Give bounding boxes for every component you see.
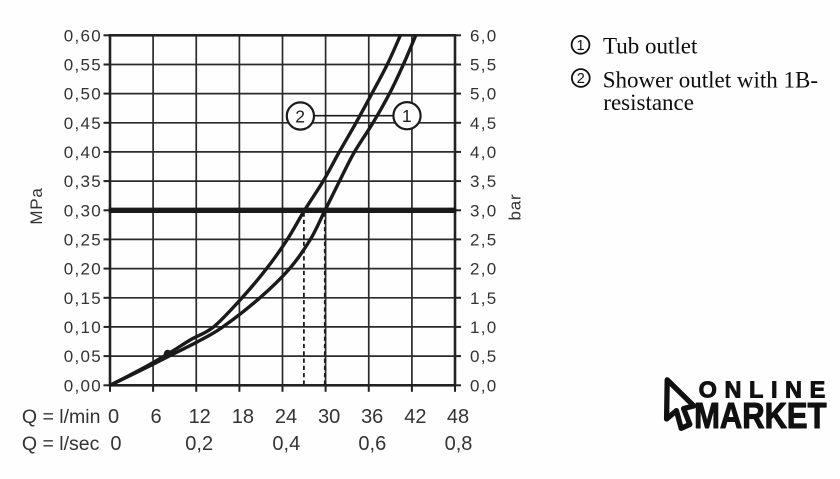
svg-text:18: 18 <box>232 406 254 428</box>
svg-text:0,5: 0,5 <box>470 347 498 366</box>
svg-text:2: 2 <box>295 106 305 126</box>
svg-text:1,0: 1,0 <box>470 318 498 337</box>
svg-text:0,25: 0,25 <box>64 230 102 249</box>
svg-text:Q = l/sec: Q = l/sec <box>22 433 100 455</box>
svg-text:1: 1 <box>402 106 412 126</box>
svg-text:3,0: 3,0 <box>470 201 498 220</box>
svg-text:48: 48 <box>447 406 469 428</box>
svg-text:resistance: resistance <box>603 90 694 115</box>
svg-text:0,6: 0,6 <box>358 433 386 455</box>
svg-text:0,8: 0,8 <box>445 433 473 455</box>
svg-text:Tub outlet: Tub outlet <box>603 33 698 58</box>
svg-text:0,10: 0,10 <box>64 318 102 337</box>
svg-text:0,30: 0,30 <box>64 201 102 220</box>
svg-text:bar: bar <box>506 194 525 221</box>
svg-text:6,0: 6,0 <box>470 26 498 45</box>
svg-text:12: 12 <box>189 406 211 428</box>
svg-text:Shower outlet with 1B-: Shower outlet with 1B- <box>603 68 818 93</box>
svg-text:2: 2 <box>577 71 585 87</box>
svg-text:0,00: 0,00 <box>64 376 102 395</box>
svg-text:0,60: 0,60 <box>64 26 102 45</box>
svg-text:0,15: 0,15 <box>64 289 102 308</box>
svg-text:MPa: MPa <box>27 187 46 224</box>
svg-text:30: 30 <box>318 406 340 428</box>
svg-text:0: 0 <box>108 406 119 428</box>
svg-text:0,40: 0,40 <box>64 143 102 162</box>
svg-text:0,05: 0,05 <box>64 347 102 366</box>
svg-text:4,0: 4,0 <box>470 143 498 162</box>
svg-text:0,20: 0,20 <box>64 260 102 279</box>
svg-text:36: 36 <box>361 406 383 428</box>
svg-text:4,5: 4,5 <box>470 114 498 133</box>
svg-text:0,35: 0,35 <box>64 172 102 191</box>
svg-text:6: 6 <box>151 406 162 428</box>
svg-text:1: 1 <box>576 38 584 54</box>
svg-text:1,5: 1,5 <box>470 289 498 308</box>
svg-text:5,5: 5,5 <box>470 56 498 75</box>
svg-text:0,0: 0,0 <box>470 376 498 395</box>
svg-text:0,55: 0,55 <box>64 56 102 75</box>
svg-text:MARKET: MARKET <box>694 396 827 436</box>
svg-text:2,0: 2,0 <box>470 260 498 279</box>
svg-text:0,50: 0,50 <box>64 85 102 104</box>
svg-text:0: 0 <box>110 433 121 455</box>
svg-text:5,0: 5,0 <box>470 85 498 104</box>
svg-text:2,5: 2,5 <box>470 230 498 249</box>
svg-text:3,5: 3,5 <box>470 172 498 191</box>
svg-text:24: 24 <box>275 406 297 428</box>
svg-text:42: 42 <box>404 406 426 428</box>
svg-text:Q = l/min: Q = l/min <box>22 406 101 428</box>
svg-text:0,2: 0,2 <box>185 433 213 455</box>
svg-text:0,4: 0,4 <box>272 433 300 455</box>
svg-text:0,45: 0,45 <box>64 114 102 133</box>
